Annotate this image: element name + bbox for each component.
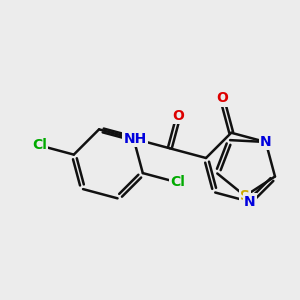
Text: N: N [260, 135, 272, 149]
Text: NH: NH [124, 132, 147, 146]
Text: O: O [172, 109, 184, 122]
Text: Cl: Cl [170, 175, 185, 189]
Text: Cl: Cl [32, 138, 47, 152]
Text: N: N [244, 195, 256, 209]
Text: S: S [240, 189, 250, 203]
Text: O: O [216, 91, 228, 105]
